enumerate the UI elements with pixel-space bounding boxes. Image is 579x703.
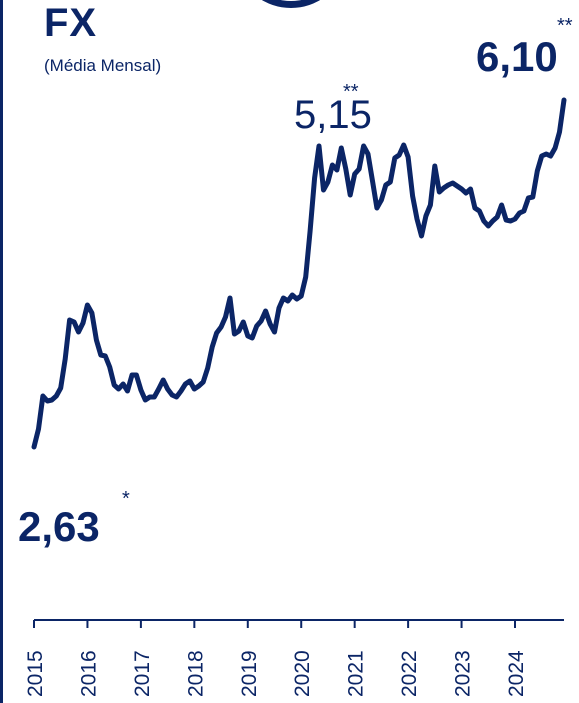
x-axis: 2015 2016 2017 2018 2019 2020 2021 2022 2023 2024 <box>24 619 564 697</box>
label-end-marker: ** <box>557 15 573 37</box>
chart-subtitle: (Média Mensal) <box>44 56 162 75</box>
label-peak-marker: ** <box>343 81 359 103</box>
x-tick-label: 2022 <box>398 650 421 697</box>
x-tick-label: 2020 <box>291 650 314 697</box>
x-tick-label: 2015 <box>24 650 47 697</box>
label-end-value: 6,10 <box>476 33 558 80</box>
x-tick-label: 2018 <box>184 650 207 697</box>
chart-title: FX <box>44 1 98 45</box>
left-accent-bar <box>0 0 3 703</box>
series-line-fx <box>31 97 567 450</box>
label-start-value: 2,63 <box>18 503 100 550</box>
annotations: 2,63 * 5,15 ** 6,10 ** <box>18 15 573 550</box>
x-tick-label: 2017 <box>131 650 154 697</box>
x-tick-label: 2019 <box>238 650 261 697</box>
label-start-marker: * <box>122 488 130 510</box>
label-peak-value: 5,15 <box>294 93 372 137</box>
x-tick-label: 2016 <box>77 650 100 697</box>
x-tick-label: 2021 <box>345 650 368 697</box>
x-tick-label: 2023 <box>452 650 475 697</box>
x-tick-label: 2024 <box>505 650 528 697</box>
